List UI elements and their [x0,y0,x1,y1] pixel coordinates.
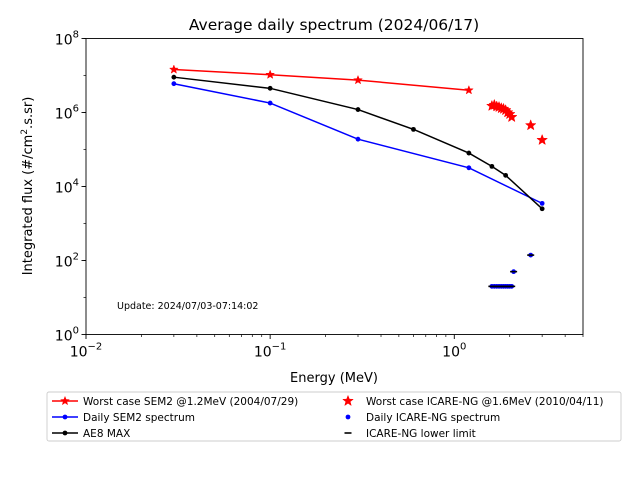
legend-entry: Worst case SEM2 @1.2MeV (2004/07/29) [52,395,298,408]
legend-label: Worst case SEM2 @1.2MeV (2004/07/29) [83,396,298,408]
y-axis: 100 102 104 106 108 [55,30,86,345]
y-tick-label: 106 [55,104,79,123]
data-point [411,126,416,132]
y-tick-label: 104 [55,178,79,197]
y-axis-label-main: Integrated flux (#/cm [21,135,36,276]
data-point [539,206,545,212]
y-axis-label: Integrated flux (#/cm2.s.sr) [20,97,36,276]
data-point [171,74,177,80]
legend-marker [345,414,351,420]
legend-marker [62,430,68,436]
legend-marker [342,394,354,407]
series-1 [485,98,549,146]
legend-entry: AE8 MAX [52,428,130,440]
legend-label: Worst case ICARE-NG @1.6MeV (2010/04/11) [366,396,604,408]
y-axis-label-tail: .s.sr) [21,97,36,129]
legend-entry: Daily ICARE-NG spectrum [345,412,500,424]
data-point [489,163,495,169]
data-point [353,74,363,85]
series-line [173,76,543,210]
x-axis: 10−2 10−1 100 [70,334,584,361]
series-5 [488,254,535,288]
data-point [171,81,177,87]
series-0 [168,64,474,95]
legend-entry: Worst case ICARE-NG @1.6MeV (2010/04/11) [342,394,604,408]
y-tick-label: 102 [55,252,79,271]
data-point [466,165,472,171]
data-point [355,136,361,142]
legend-marker [60,395,70,406]
plot-series-layer [168,64,549,289]
series-3 [489,252,534,289]
legend-label: Daily ICARE-NG spectrum [366,412,500,424]
series-line [173,82,543,205]
x-axis-label: Energy (MeV) [290,371,378,386]
x-tick-label: 10−1 [254,342,287,361]
legend-label: ICARE-NG lower limit [366,428,476,440]
data-point [524,119,537,131]
data-point [503,172,509,178]
data-point [466,150,472,156]
data-point [265,69,276,79]
y-tick-label: 108 [55,30,79,49]
legend: Worst case SEM2 @1.2MeV (2004/07/29) Dail… [46,391,622,442]
y-tick-label: 100 [55,326,79,345]
chart-title: Average daily spectrum (2024/06/17) [189,16,479,34]
legend-box [46,391,622,442]
data-point [267,100,273,106]
legend-entry: ICARE-NG lower limit [344,428,476,440]
x-tick-label: 100 [442,342,466,361]
series-4 [171,74,545,212]
update-timestamp-annotation: Update: 2024/07/03-07:14:02 [117,301,258,312]
data-point [168,64,179,74]
y-axis-label-superscript: 2 [20,129,30,135]
legend-label: AE8 MAX [83,428,130,440]
x-tick-label: 10−2 [70,342,103,361]
data-point [355,107,361,112]
legend-marker [62,414,68,420]
data-point [463,85,474,95]
data-point [536,133,549,146]
series-line [173,68,469,91]
series-2 [171,81,545,206]
legend-entry: Daily SEM2 spectrum [52,412,195,424]
data-point [539,200,545,206]
legend-label: Daily SEM2 spectrum [83,412,195,424]
data-point [505,110,518,123]
data-point [267,85,273,91]
